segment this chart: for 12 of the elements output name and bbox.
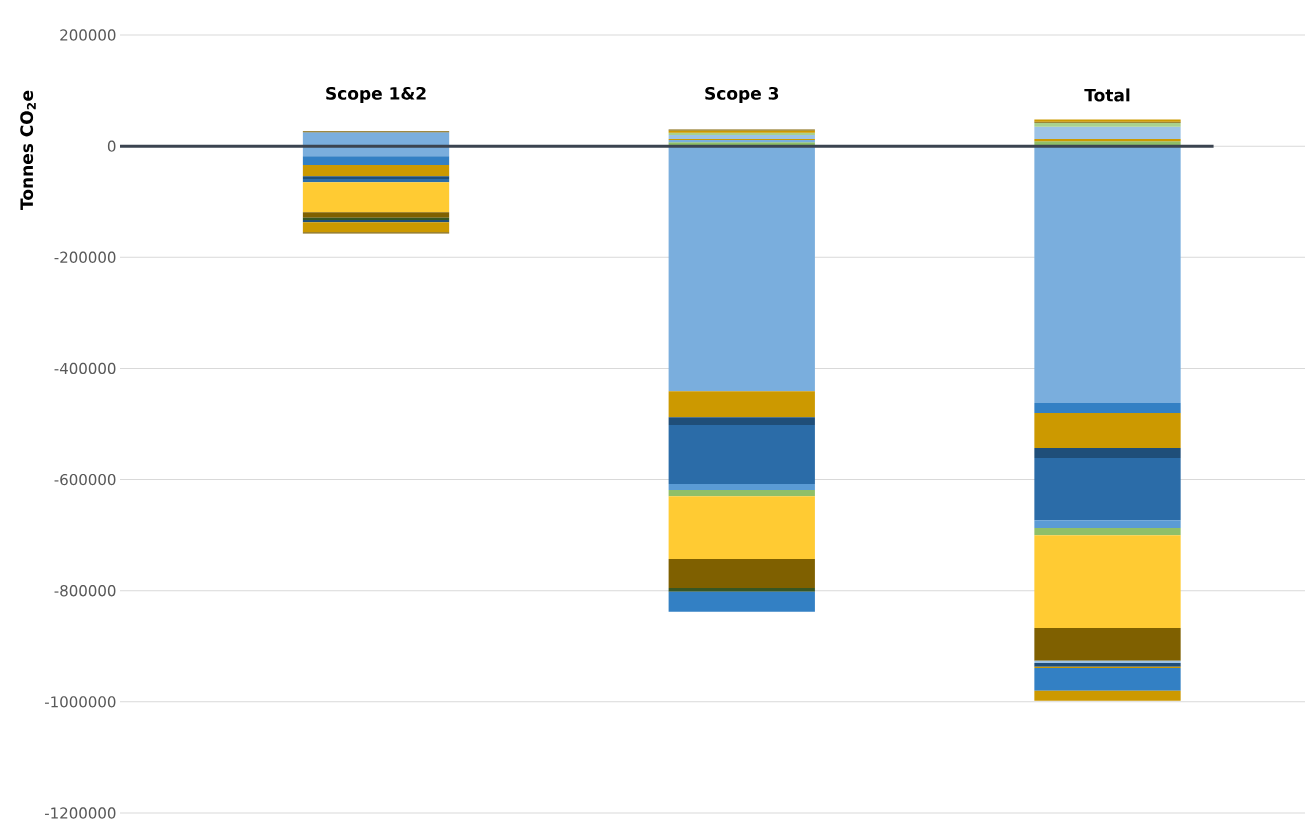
y-tick-label: -1000000: [44, 696, 116, 708]
y-tick-label: 200000: [60, 29, 116, 41]
y-tick-label: -400000: [54, 362, 116, 375]
x-tick-label: Scope 3: [705, 86, 779, 104]
x-tick-label: Scope 1&2: [326, 86, 426, 104]
y-tick-label: -600000: [54, 473, 116, 486]
y-tick-label: -200000: [54, 251, 116, 263]
y-tick-label: 0: [107, 140, 116, 152]
y-tick-label: -1200000: [44, 807, 116, 819]
x-tick-label: Total: [1084, 88, 1130, 102]
y-tick-label: -800000: [54, 585, 116, 597]
y-axis-title: Tonnes CO$_{2}$e: [20, 90, 36, 210]
